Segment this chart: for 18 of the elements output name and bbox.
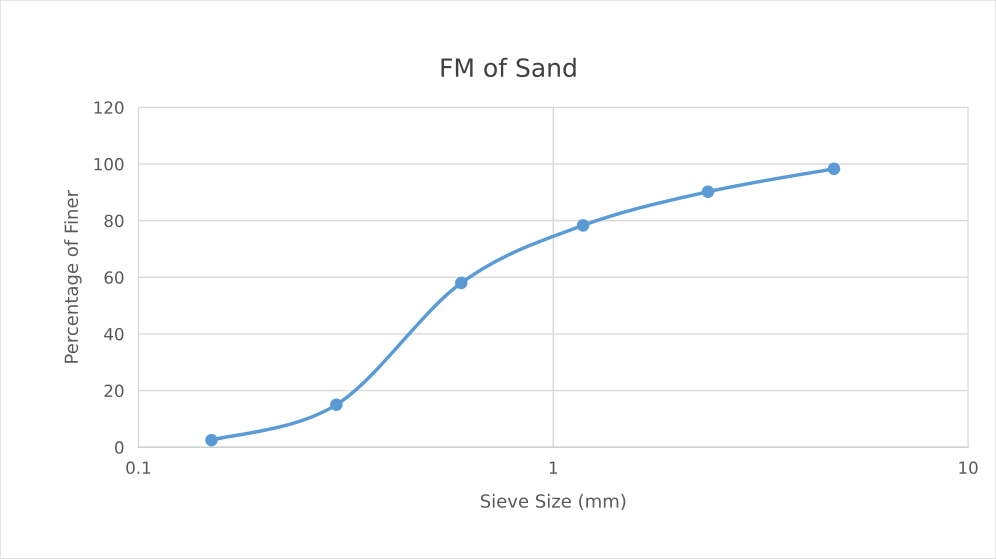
x-tick-label: 1 (550, 462, 558, 474)
y-tick-label: 100 (94, 158, 124, 171)
point (828, 162, 840, 176)
point (330, 398, 343, 411)
point (454, 276, 468, 290)
y-tick-label: 0 (115, 441, 124, 454)
point (702, 185, 714, 198)
x-tick-label: 0.1 (126, 461, 150, 474)
y-tick-label: 120 (94, 101, 124, 114)
y-tick-label: 40 (104, 328, 124, 340)
y-tick-label: 60 (104, 271, 124, 284)
x-tick-label: 10 (959, 461, 978, 474)
chart-title: FM of Sand (442, 58, 576, 78)
y-tick-label: 20 (104, 384, 124, 398)
point (205, 434, 218, 446)
y-axis-title: Percentage of Finer (64, 190, 82, 363)
x-axis-title: Sieve Size (mm) (480, 494, 626, 510)
y-tick-label: 80 (104, 214, 124, 228)
